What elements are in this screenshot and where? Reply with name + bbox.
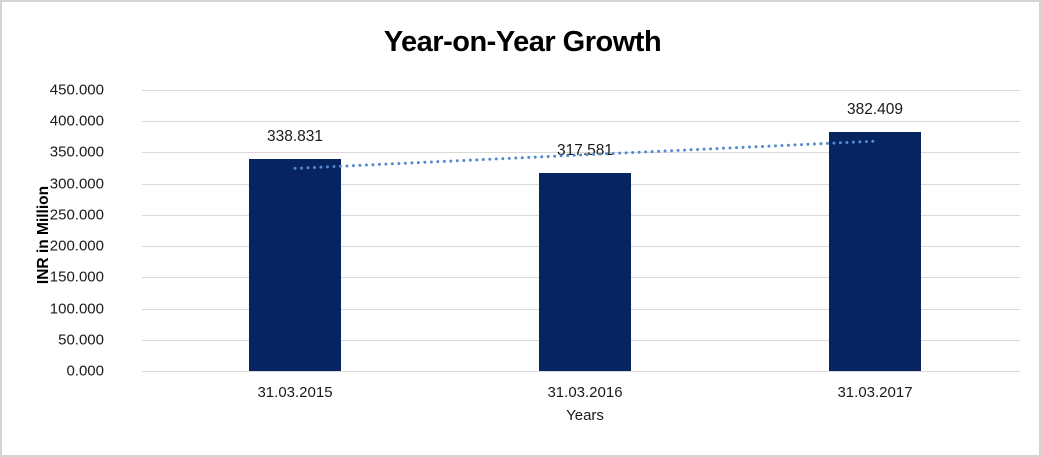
chart-title: Year-on-Year Growth <box>383 26 662 58</box>
gridline <box>142 121 1020 123</box>
y-tick-label: 200.000 <box>49 237 104 255</box>
y-tick-label: 300.000 <box>49 175 104 193</box>
x-tick-label: 31.03.2016 <box>547 384 623 401</box>
y-tick-label: 400.000 <box>49 112 104 130</box>
plot-area: 0.000 50.000 100.000 150.000 200.000 250.000 3… <box>50 82 1020 401</box>
y-tick-label: 250.000 <box>49 206 104 224</box>
y-tick-label: 350.000 <box>49 143 104 161</box>
bar-value-label: 382.409 <box>846 101 904 119</box>
x-tick-label: 31.03.2017 <box>837 384 913 401</box>
bar-value-label: 317.581 <box>556 141 614 159</box>
gridline <box>142 371 1020 372</box>
y-tick-label: 100.000 <box>49 300 104 318</box>
y-tick-label: 150.000 <box>49 268 104 286</box>
y-tick-label: 50.000 <box>58 331 104 349</box>
bar <box>539 172 631 371</box>
bar <box>249 159 341 371</box>
x-axis-title: Years <box>566 407 604 424</box>
y-tick-label: 450.000 <box>49 81 104 99</box>
y-tick-label: 0.000 <box>66 362 104 380</box>
bar <box>829 132 921 371</box>
x-tick-label: 31.03.2015 <box>257 384 333 401</box>
gridline <box>142 90 1020 91</box>
bar-value-label: 338.831 <box>266 128 324 146</box>
